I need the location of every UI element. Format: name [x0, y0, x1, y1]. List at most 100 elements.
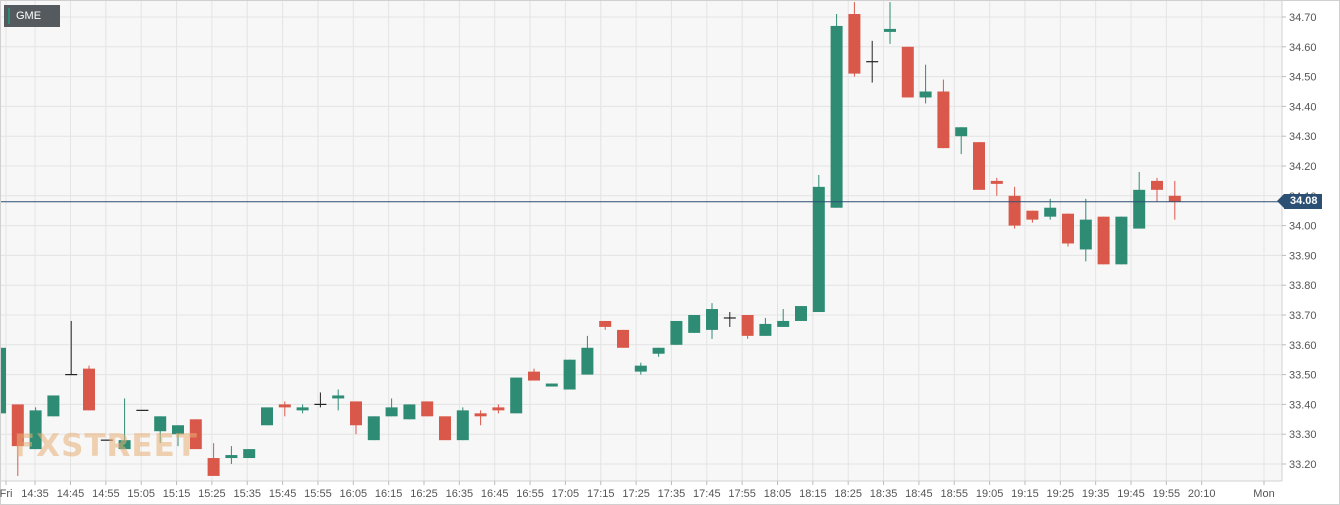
candle-body: [118, 440, 131, 450]
y-tick-label: 33.20: [1289, 459, 1317, 471]
y-tick-label: 33.60: [1289, 340, 1317, 352]
candle: [795, 306, 807, 321]
candle-body: [599, 320, 612, 327]
candle-body: [1168, 195, 1181, 202]
y-tick-label: 34.70: [1289, 12, 1317, 24]
x-tick-label: 18:35: [870, 488, 898, 500]
candle: [652, 347, 665, 357]
x-tick-label: 19:25: [1047, 488, 1075, 500]
candle-body: [278, 404, 291, 408]
candle: [189, 419, 202, 450]
x-tick-label: 17:15: [587, 488, 615, 500]
candle: [830, 14, 843, 208]
x-tick-label: 16:45: [481, 488, 509, 500]
candle-body: [296, 407, 309, 411]
x-tick-label: 15:05: [127, 488, 155, 500]
x-tick-label: 18:45: [905, 488, 933, 500]
y-tick-label: 33.30: [1289, 429, 1317, 441]
candle-body: [634, 365, 647, 372]
y-tick-label: 33.50: [1289, 370, 1317, 382]
x-tick-label: 16:05: [340, 488, 368, 500]
x-tick-label: 18:05: [764, 488, 792, 500]
candle-body: [973, 142, 985, 190]
candle-body: [652, 347, 665, 354]
candle-body: [492, 407, 505, 411]
y-axis-ticks: 33.20 33.30 33.40 33.50 33.60 33.70 33.80 33.90…: [1282, 12, 1317, 471]
x-tick-label: 14:35: [21, 488, 49, 500]
candle: [1079, 198, 1092, 262]
candle-body: [261, 407, 273, 426]
candle: [47, 395, 60, 417]
y-tick-label: 33.70: [1289, 310, 1317, 322]
y-tick-label: 34.60: [1289, 42, 1317, 54]
candle-body: [884, 28, 896, 32]
candle: [278, 401, 291, 417]
candle: [670, 320, 683, 345]
candle: [528, 368, 540, 381]
candle-body: [563, 359, 576, 390]
candle-body: [990, 180, 1003, 184]
candle: [492, 404, 505, 414]
candle-body: [848, 14, 861, 74]
x-tick-label: 20:10: [1188, 488, 1216, 500]
candle-body: [207, 458, 220, 476]
candle: [0, 347, 6, 417]
x-tick-label: 17:55: [728, 488, 756, 500]
candle: [172, 425, 184, 447]
candle-body: [29, 410, 42, 450]
candle-body: [83, 368, 95, 411]
x-tick-label: Fri: [0, 488, 12, 500]
candle-body: [688, 315, 701, 333]
candle-body: [919, 91, 932, 98]
candle: [243, 449, 256, 459]
candle: [990, 177, 1003, 196]
candle-body: [225, 455, 238, 459]
candle: [1008, 186, 1021, 229]
candle: [563, 359, 576, 390]
candle: [1115, 216, 1128, 265]
symbol-badge[interactable]: GME: [4, 5, 60, 27]
candle: [350, 401, 362, 435]
candle-body: [0, 347, 6, 414]
candle-body: [581, 347, 594, 375]
x-tick-label: 17:25: [622, 488, 650, 500]
candle: [154, 416, 167, 444]
candle: [1168, 180, 1181, 220]
candle: [456, 407, 469, 441]
candle-body: [1115, 216, 1128, 265]
x-tick-label: 15:15: [163, 488, 191, 500]
y-tick-label: 33.80: [1289, 280, 1317, 292]
candle-body: [154, 416, 167, 432]
candle-body: [172, 425, 184, 435]
x-tick-label: 16:25: [410, 488, 438, 500]
candle-body: [706, 309, 718, 330]
watermark-logo: FXSTREET: [14, 428, 198, 464]
candle: [510, 377, 523, 414]
x-tick-label: 16:35: [446, 488, 474, 500]
candle: [421, 401, 434, 417]
x-tick-label: 18:15: [799, 488, 827, 500]
y-tick-label: 33.90: [1289, 250, 1317, 262]
candle-body: [1026, 210, 1039, 220]
candle: [955, 127, 968, 155]
candle-body: [812, 186, 825, 313]
candle-body: [456, 410, 469, 441]
candle-body: [47, 395, 60, 417]
candle-body: [1062, 213, 1074, 244]
candle: [1151, 177, 1163, 202]
candle-body: [243, 449, 256, 459]
candle: [296, 404, 309, 414]
x-tick-label: 19:55: [1153, 488, 1181, 500]
candle-body: [670, 320, 683, 345]
candle: [11, 404, 24, 476]
candle-body: [367, 416, 380, 441]
candle: [848, 2, 861, 77]
x-tick-label: 17:35: [658, 488, 686, 500]
x-tick-label: 19:45: [1117, 488, 1145, 500]
candle: [866, 40, 879, 83]
candle-body: [1008, 195, 1021, 226]
candle: [723, 312, 736, 327]
candle: [1133, 171, 1146, 229]
candle: [1062, 213, 1074, 247]
